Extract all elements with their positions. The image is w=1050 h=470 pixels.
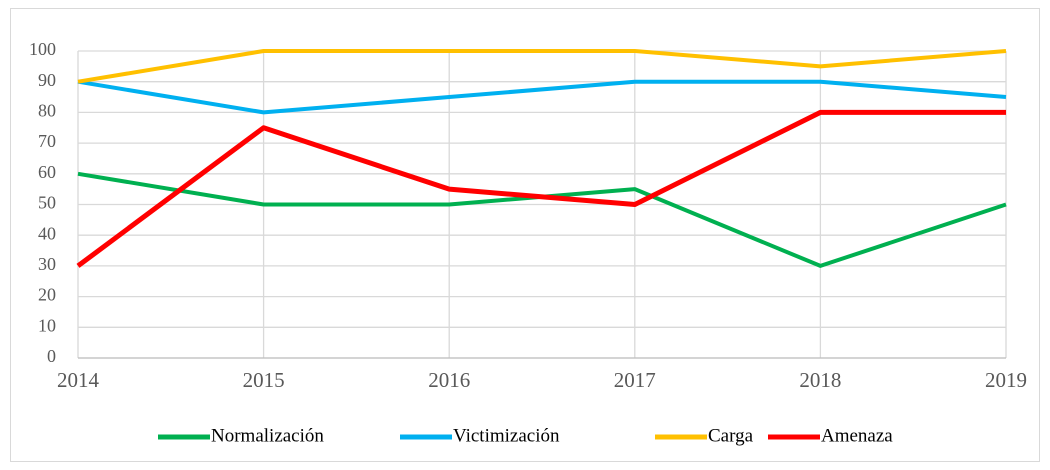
y-tick-label: 60: [38, 162, 56, 182]
series-line: [76, 109, 1006, 268]
y-tick-label: 10: [38, 315, 56, 335]
y-tick-label: 30: [38, 254, 56, 274]
legend-label: Carga: [708, 425, 754, 446]
y-tick-label: 80: [38, 101, 56, 121]
y-tick-label: 90: [38, 70, 56, 90]
x-tick-label: 2015: [243, 368, 285, 392]
y-tick-label: 50: [38, 193, 56, 213]
series-line: [77, 79, 1007, 115]
x-tick-label: 2016: [428, 368, 470, 392]
x-tick-label: 2018: [799, 368, 841, 392]
y-tick-label: 0: [47, 346, 56, 366]
legend-label: Victimización: [453, 425, 560, 446]
y-tick-label: 40: [38, 223, 56, 243]
y-tick-label: 20: [38, 285, 56, 305]
legend-label: Normalización: [211, 425, 324, 446]
y-tick-label: 100: [29, 39, 56, 59]
legend-label: Amenaza: [821, 425, 893, 446]
x-tick-label: 2019: [985, 368, 1027, 392]
x-tick-label: 2017: [614, 368, 656, 392]
series-line: [77, 49, 1007, 84]
x-tick-label: 2014: [57, 368, 100, 392]
y-tick-label: 70: [38, 131, 56, 151]
